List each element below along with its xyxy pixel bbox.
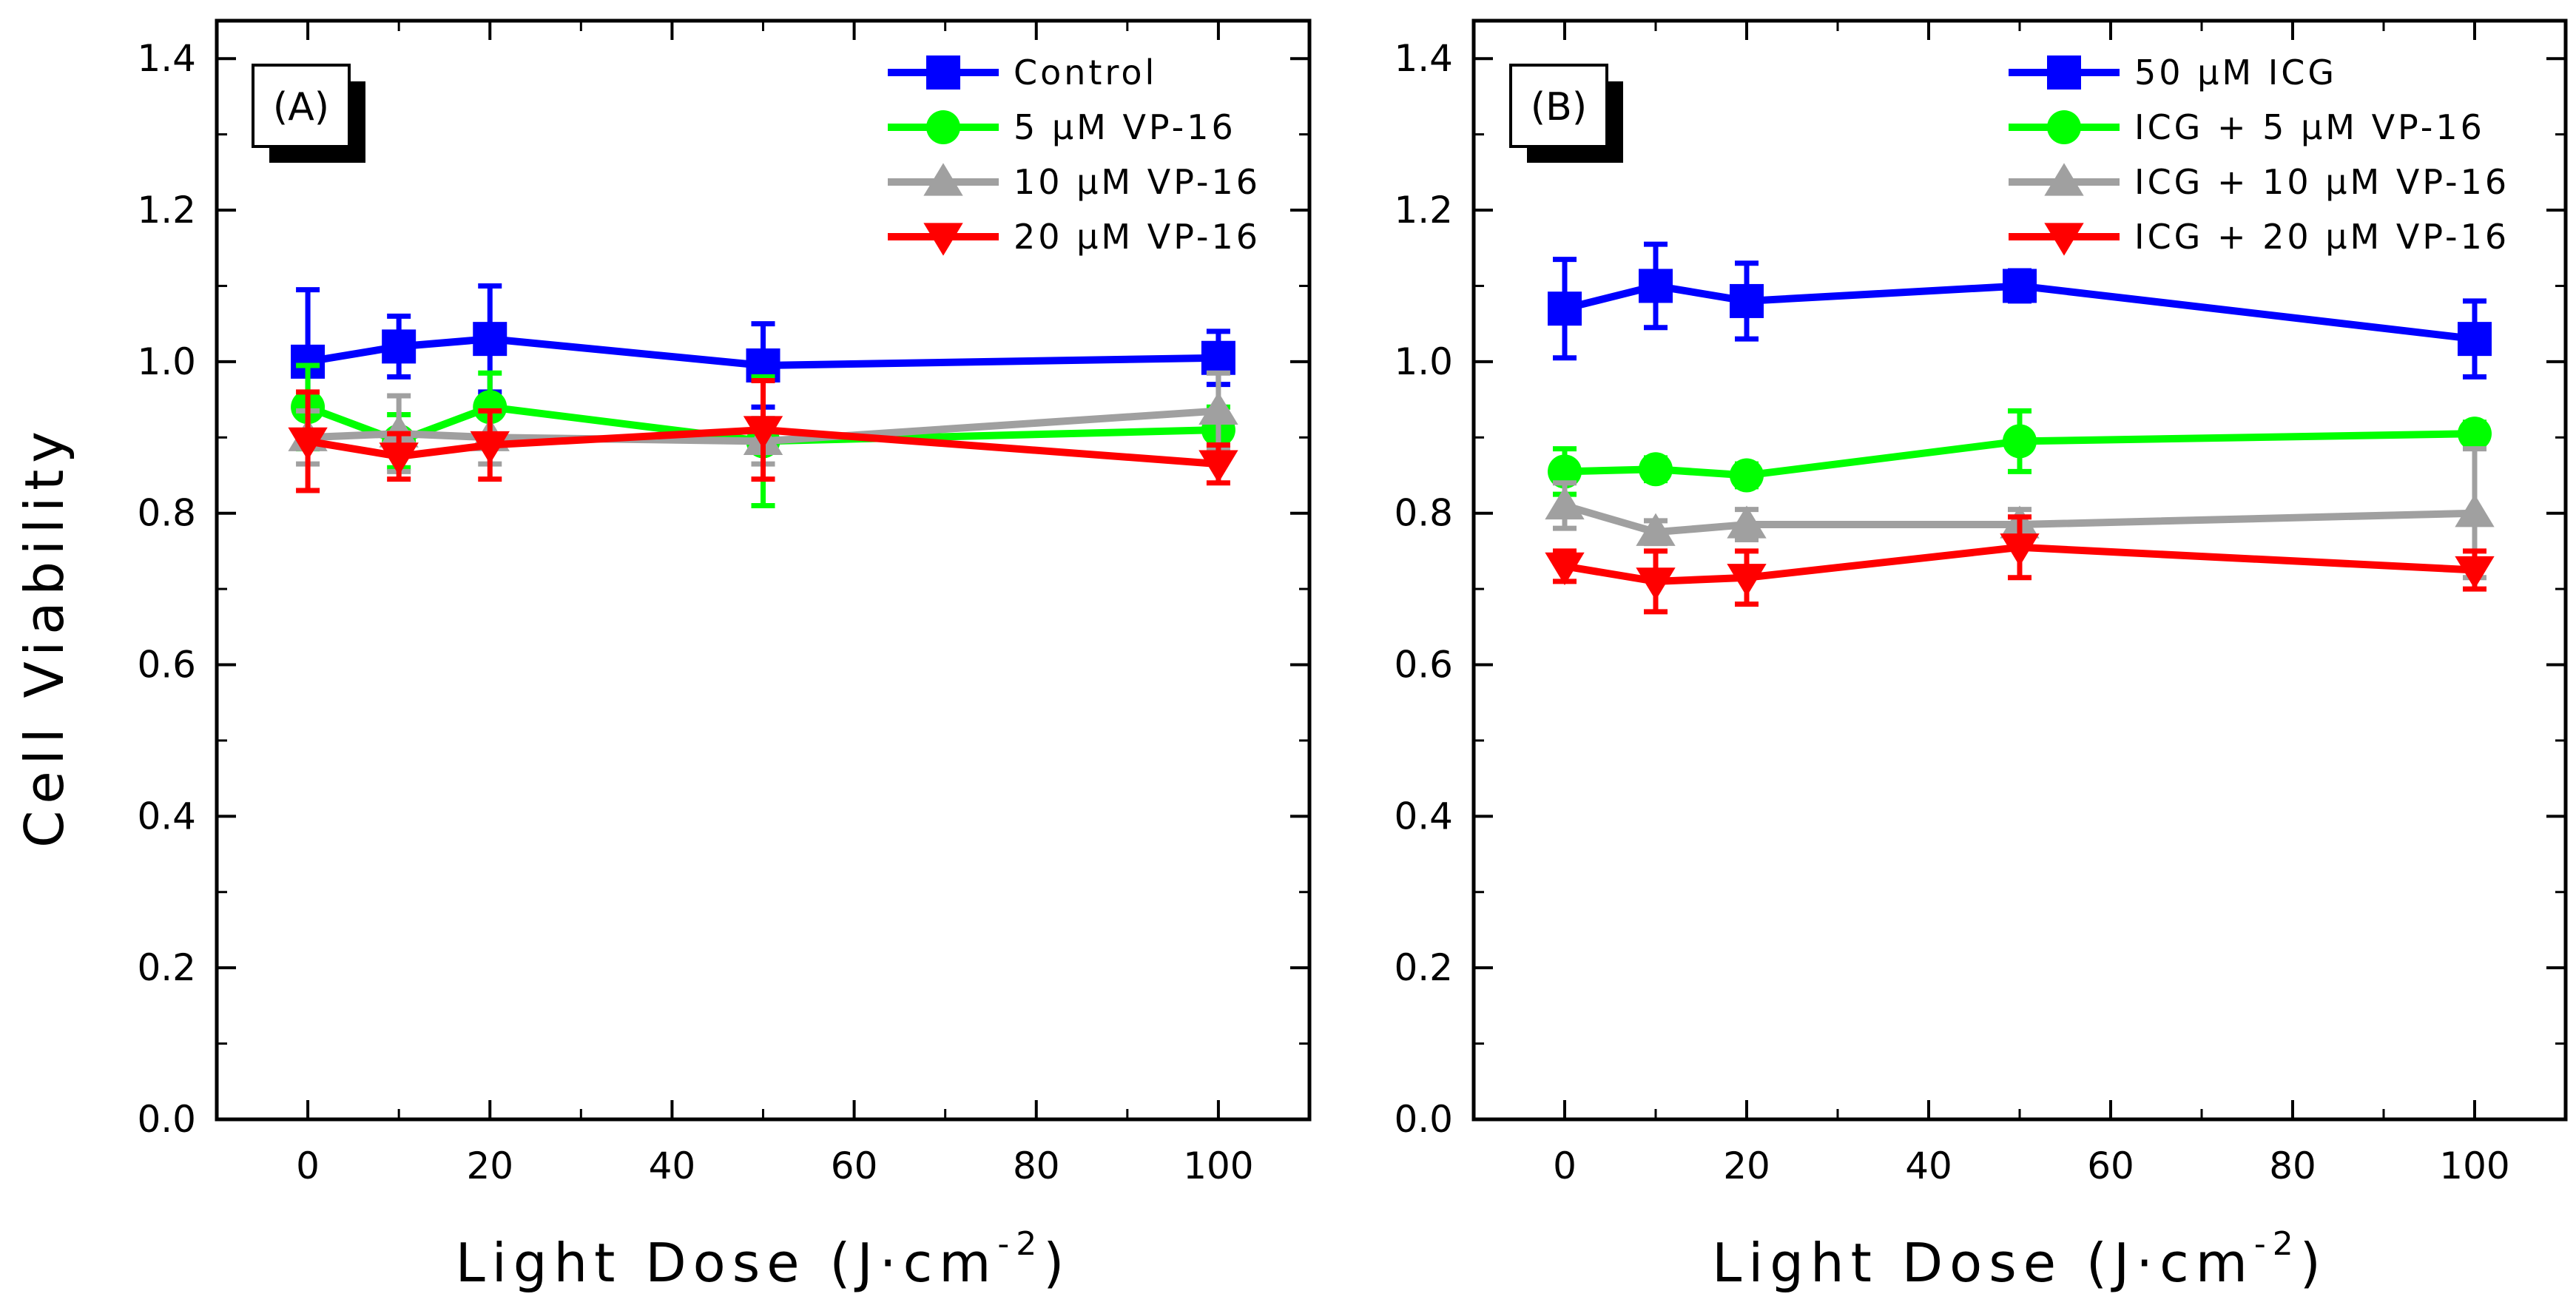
data-point [2458,322,2492,357]
x-tick-label: 100 [1183,1144,1253,1187]
x-tick-label: 100 [2439,1144,2509,1187]
y-tick-label: 1.0 [137,340,196,383]
data-point [288,427,328,461]
data-point [1636,513,1676,546]
y-tick-label: 1.4 [137,37,196,80]
data-point [470,431,510,465]
x-tick-label: 0 [1553,1144,1577,1187]
x-axis-title-sup: -2 [2254,1225,2300,1263]
x-axis-title: Light Dose (J·cm-2) [1712,1225,2327,1294]
data-point [473,322,508,357]
legend: Control 5 μM VP-16 10 μM VP-16 20 μM VP-16 [888,53,1261,257]
series-2 [1548,408,2492,497]
panel-b: 0.0 0.2 0.4 0.6 0.8 1.0 1.2 1.4 0 20 40 60 80 100 Ligh… [1394,18,2568,1294]
x-tick-label: 80 [1013,1144,1060,1187]
y-tick-label: 1.2 [137,189,196,232]
panel-label-box [1509,64,1608,148]
data-point [379,442,419,476]
legend-marker [2047,55,2081,90]
x-axis-title-sup: -2 [997,1225,1043,1263]
data-point [2458,417,2492,451]
legend-marker [926,110,960,144]
series-4 [1545,514,2495,615]
legend-label: 50 μM ICG [2134,53,2337,92]
data-point [2455,494,2495,527]
legend-label: Control [1014,53,1157,92]
y-tick-label: 0.8 [1394,492,1453,535]
data-point [1201,340,1235,375]
data-point [2000,533,2040,567]
x-tick-label: 80 [2269,1144,2316,1187]
x-axis-title-close: ) [1043,1232,1070,1294]
y-tick-label: 0.6 [1394,644,1453,687]
data-point [1545,552,1585,586]
series-1 [1548,241,2492,380]
series-1 [291,283,1235,436]
data-point [1548,454,1582,489]
legend-label: 5 μM VP-16 [1014,107,1236,147]
data-point [1639,452,1673,487]
data-point [1727,564,1767,597]
data-point [1727,505,1767,539]
x-tick-label: 60 [2087,1144,2134,1187]
data-point [743,416,783,449]
x-tick-label: 40 [649,1144,696,1187]
plot-frame [215,18,1312,1122]
legend-marker [2044,223,2084,256]
data-point [382,329,417,364]
x-tick-label: 20 [1723,1144,1770,1187]
data-point [1548,291,1582,326]
legend-label: ICG + 5 μM VP-16 [2134,107,2485,147]
data-point [473,390,508,425]
legend-label: 10 μM VP-16 [1014,162,1261,202]
series-4 [288,377,1238,493]
legend-marker [923,223,963,256]
x-axis-title-main: Light Dose (J·cm [456,1232,998,1294]
y-tick-label: 0.2 [1394,946,1453,989]
y-tick-label: 1.0 [1394,340,1453,383]
data-point [1636,567,1676,601]
x-tick-label: 20 [466,1144,513,1187]
legend-marker [2047,110,2081,144]
legend-label: 20 μM VP-16 [1014,217,1261,257]
panel-a: 0.0 0.2 0.4 0.6 0.8 1.0 1.2 1.4 0 20 40 60 80 100 Ligh… [137,18,1312,1294]
x-axis-title: Light Dose (J·cm-2) [456,1225,1071,1294]
legend-marker [2044,163,2084,196]
plot-frame [1471,18,2568,1122]
y-tick-label: 0.6 [137,644,196,687]
x-axis-title-main: Light Dose (J·cm [1712,1232,2254,1294]
data-point [1639,269,1673,303]
data-point [1730,283,1764,318]
y-tick-label: 0.0 [1394,1098,1453,1141]
data-point [379,414,419,448]
y-tick-label: 1.4 [1394,37,1453,80]
x-tick-label: 40 [1905,1144,1952,1187]
y-tick-label: 0.4 [137,795,196,837]
legend-marker [926,55,960,90]
panel-label: (B) [1531,85,1587,129]
data-point [2455,556,2495,590]
y-tick-label: 0.4 [1394,795,1453,837]
y-tick-label: 1.2 [1394,189,1453,232]
y-tick-label: 0.0 [137,1098,196,1141]
x-tick-label: 60 [831,1144,878,1187]
data-point [1198,450,1238,483]
data-point [2003,424,2037,459]
legend-label: ICG + 10 μM VP-16 [2134,162,2509,202]
panel-label: (A) [273,85,329,129]
x-axis-title-close: ) [2300,1232,2327,1294]
data-point [1545,486,1585,520]
data-point [1730,458,1764,493]
data-point [2003,269,2037,303]
data-point [1198,391,1238,425]
y-tick-label: 0.8 [137,492,196,535]
y-axis-title: Cell Viability [13,425,75,848]
x-tick-label: 0 [296,1144,320,1187]
legend-marker [923,163,963,196]
y-tick-label: 0.2 [137,946,196,989]
legend-label: ICG + 20 μM VP-16 [2134,217,2509,257]
panel-label-box [252,64,351,148]
legend: 50 μM ICG ICG + 5 μM VP-16 ICG + 10 μM VP-… [2009,53,2509,257]
